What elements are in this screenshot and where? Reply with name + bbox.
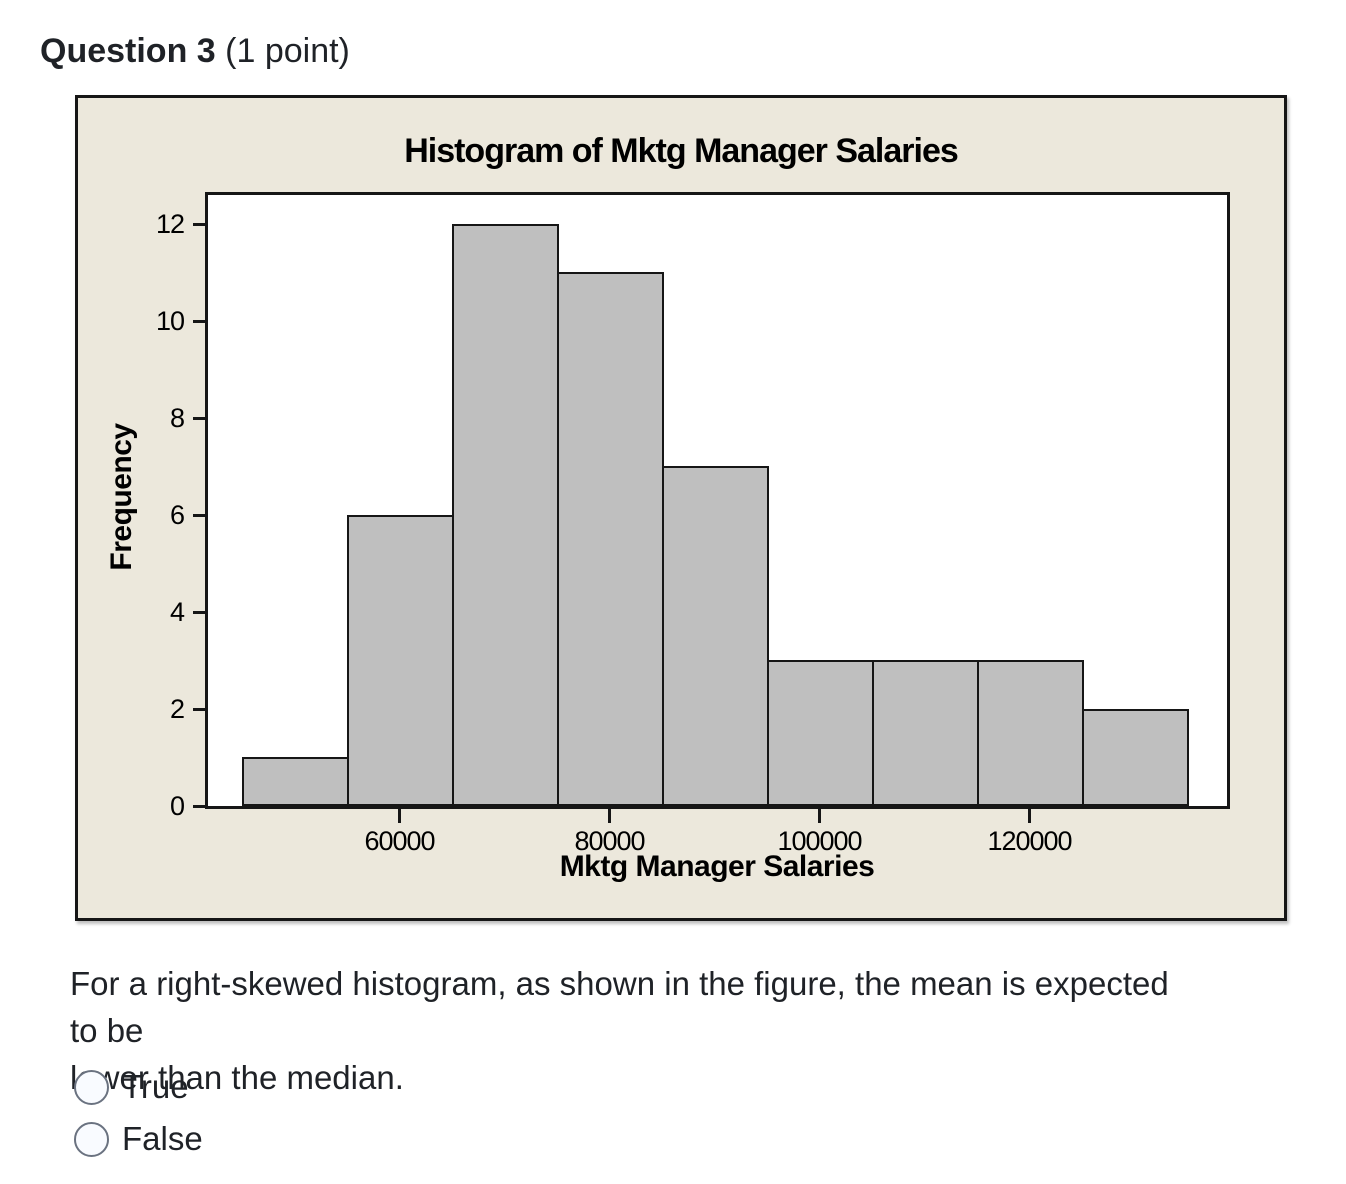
x-tick-mark (1028, 809, 1031, 823)
y-tick-label: 8 (169, 403, 185, 433)
question-figure: Histogram of Mktg Manager Salaries Frequ… (75, 95, 1287, 921)
question-statement: For a right-skewed histogram, as shown i… (70, 960, 1190, 1101)
chart-title: Histogram of Mktg Manager Salaries (404, 132, 959, 170)
y-tick-mark (193, 513, 206, 517)
histogram-bar (557, 272, 664, 806)
y-tick-mark (193, 319, 206, 323)
histogram-bar (767, 660, 874, 806)
radio-button-icon[interactable] (74, 1069, 109, 1105)
x-axis-label: Mktg Manager Salaries (559, 850, 875, 883)
y-tick-label: 10 (155, 306, 185, 336)
option-label: True (122, 1068, 189, 1105)
y-tick-label: 2 (169, 694, 185, 724)
y-tick-label: 4 (169, 597, 185, 627)
plot-area: 0 2 4 6 8 10 12 (156, 192, 1230, 821)
statement-line: lower than the median. (70, 1059, 404, 1096)
histogram-bar (977, 660, 1084, 806)
x-tick-label: 100000 (777, 826, 862, 856)
histogram-bar (242, 757, 349, 806)
y-tick-mark (193, 222, 206, 226)
y-tick-mark (193, 416, 206, 420)
x-axis-ticks: 60000 80000 100000 120000 (205, 809, 1230, 873)
x-tick-label: 80000 (574, 826, 645, 856)
radio-button-icon[interactable] (74, 1121, 109, 1157)
histogram-bar (1082, 709, 1189, 806)
option-label: False (122, 1120, 203, 1157)
histogram-bar (662, 466, 769, 806)
x-tick-label: 60000 (364, 826, 435, 856)
x-tick-label: 120000 (987, 826, 1072, 856)
x-tick-mark (608, 809, 611, 823)
x-tick-mark (818, 809, 821, 823)
y-tick-mark (193, 707, 206, 711)
histogram-bar (347, 515, 454, 806)
histogram-bar (872, 660, 979, 806)
question-heading: Question 3 (1 point) (40, 31, 350, 71)
y-tick-mark (193, 610, 206, 614)
y-tick-label: 12 (155, 209, 185, 239)
statement-line: For a right-skewed histogram, as shown i… (70, 965, 1169, 1049)
answer-option-false[interactable]: False (74, 1120, 203, 1158)
question-points: (1 point) (225, 32, 350, 70)
y-tick-mark (193, 804, 206, 808)
y-tick-label: 0 (169, 791, 185, 821)
question-number: Question 3 (40, 32, 216, 70)
histogram-bar (452, 224, 559, 806)
y-tick-label: 6 (169, 500, 185, 530)
x-tick-mark (398, 809, 401, 823)
answer-option-true[interactable]: True (74, 1068, 189, 1106)
